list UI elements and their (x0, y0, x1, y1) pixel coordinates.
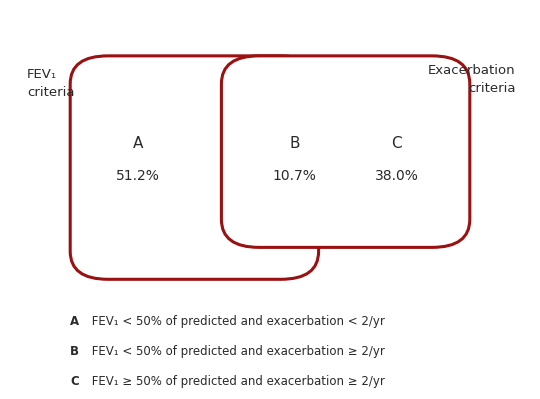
Text: A: A (70, 315, 79, 328)
FancyBboxPatch shape (221, 56, 470, 247)
Text: FEV₁ < 50% of predicted and exacerbation < 2/yr: FEV₁ < 50% of predicted and exacerbation… (88, 315, 385, 328)
Text: 10.7%: 10.7% (272, 168, 316, 183)
Text: 51.2%: 51.2% (116, 168, 160, 183)
Text: C: C (392, 136, 402, 151)
FancyBboxPatch shape (70, 56, 319, 279)
Text: FEV₁ ≥ 50% of predicted and exacerbation ≥ 2/yr: FEV₁ ≥ 50% of predicted and exacerbation… (88, 375, 385, 387)
Text: FEV₁ < 50% of predicted and exacerbation ≥ 2/yr: FEV₁ < 50% of predicted and exacerbation… (88, 345, 385, 358)
Text: Exacerbation
criteria: Exacerbation criteria (428, 64, 516, 95)
Text: FEV₁
criteria: FEV₁ criteria (27, 68, 75, 99)
Text: B: B (289, 136, 300, 151)
Text: A: A (132, 136, 143, 151)
Text: C: C (70, 375, 79, 387)
Text: B: B (70, 345, 79, 358)
Text: 38.0%: 38.0% (375, 168, 419, 183)
